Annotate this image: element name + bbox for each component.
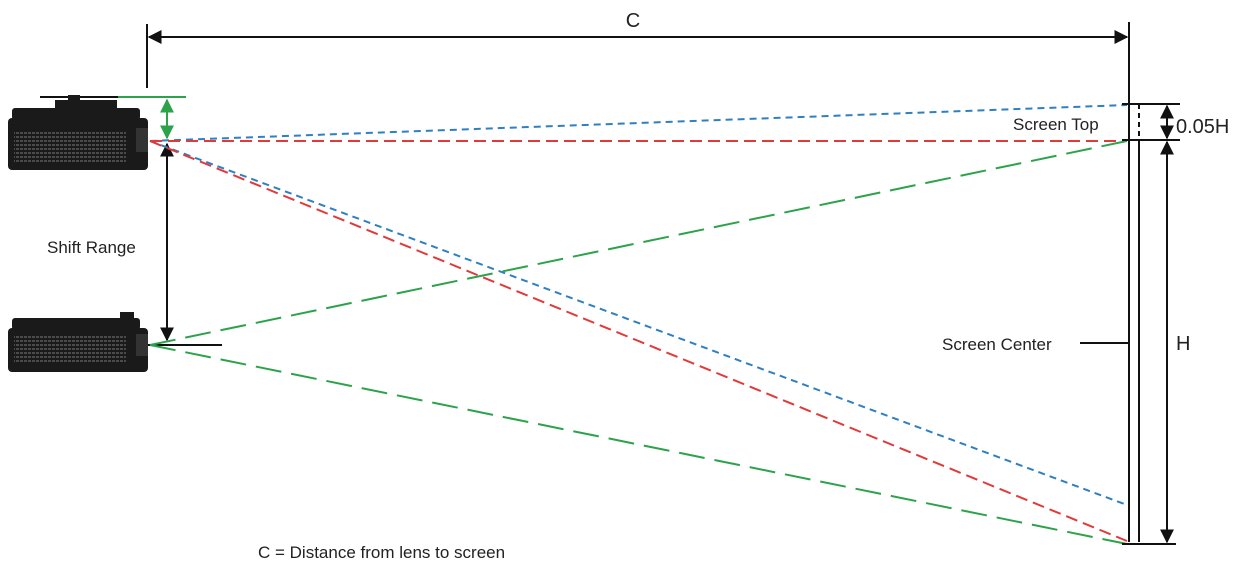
projector-upper-vent	[14, 130, 126, 164]
beam-green	[149, 140, 1128, 545]
offset-label: 0.05H	[1176, 116, 1229, 138]
projector-upper-lens	[136, 128, 148, 152]
projector-upper	[8, 95, 186, 170]
height-dimension: H	[1160, 140, 1190, 544]
distance-label: C	[626, 10, 640, 32]
projector-lower-knob	[120, 312, 134, 320]
distance-dimension: C	[146, 10, 1130, 100]
offset-dimension: 0.05H	[1160, 104, 1229, 140]
mount-knob	[68, 95, 80, 101]
caption: C = Distance from lens to screen	[258, 543, 505, 562]
beam-blue	[149, 104, 1128, 506]
projector-lower	[8, 312, 222, 372]
height-label: H	[1176, 333, 1190, 355]
shift-range-label: Shift Range	[47, 238, 136, 257]
screen-center-label: Screen Center	[942, 335, 1052, 354]
projector-lower-vent	[14, 334, 126, 364]
shift-range-dimension: Shift Range	[47, 142, 174, 342]
projector-lower-lens	[136, 334, 148, 356]
projector-upper-top	[12, 108, 140, 120]
projector-lower-top	[12, 318, 140, 330]
mount-plate	[55, 100, 117, 108]
beam-red	[149, 140, 1128, 542]
screen	[1122, 100, 1180, 545]
screen-top-label: Screen Top	[1013, 115, 1099, 134]
